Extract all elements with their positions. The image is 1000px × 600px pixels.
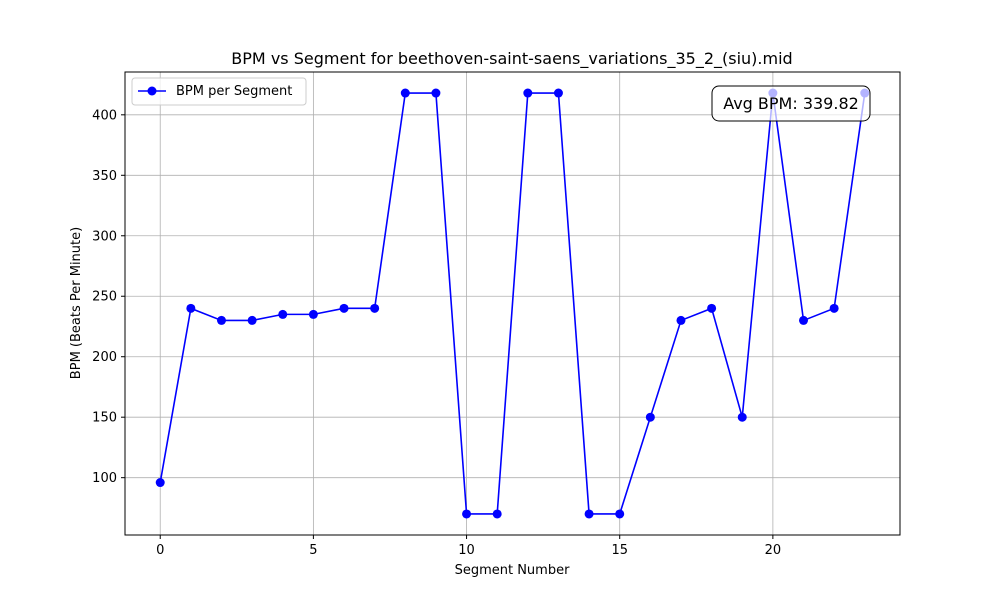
data-point (155, 478, 165, 488)
data-point (615, 509, 625, 519)
data-point (370, 303, 380, 313)
x-tick-label: 15 (611, 543, 628, 558)
data-point (216, 315, 226, 325)
y-tick-label: 150 (92, 411, 117, 426)
plot-frame (124, 71, 901, 536)
data-point (492, 509, 502, 519)
axis-ticks: 0 5 10 15 20 100 150 200 250 300 350 400 (92, 108, 781, 558)
data-point (278, 309, 288, 319)
data-point (431, 88, 441, 98)
legend: BPM per Segment (131, 77, 307, 106)
data-point (339, 303, 349, 313)
x-axis-title: Segment Number (455, 563, 571, 578)
data-point (737, 412, 747, 422)
data-point (308, 309, 318, 319)
data-point (462, 509, 472, 519)
y-tick-label: 350 (92, 169, 117, 184)
y-tick-label: 300 (92, 229, 117, 244)
y-tick-label: 250 (92, 290, 117, 305)
data-point (553, 88, 563, 98)
data-point (584, 509, 594, 519)
x-tick-label: 5 (309, 543, 317, 558)
data-point (676, 315, 686, 325)
x-tick-label: 10 (458, 543, 475, 558)
data-point (186, 303, 196, 313)
annotation-box (711, 85, 871, 122)
series-line (159, 92, 866, 515)
x-tick-label: 20 (765, 543, 782, 558)
data-point (707, 303, 717, 313)
y-tick-label: 200 (92, 350, 117, 365)
avg-bpm-annotation: Avg BPM: 339.82 (711, 85, 871, 122)
legend-box (131, 77, 307, 106)
data-point (829, 303, 839, 313)
grid-lines (125, 72, 900, 535)
legend-label: BPM per Segment (176, 84, 292, 99)
legend-marker-swatch (147, 86, 157, 96)
data-point (247, 315, 257, 325)
data-point (799, 315, 809, 325)
x-tick-label: 0 (156, 543, 164, 558)
y-axis-title: BPM (Beats Per Minute) (69, 227, 84, 379)
data-point (400, 88, 410, 98)
data-point (645, 412, 655, 422)
y-tick-label: 100 (92, 471, 117, 486)
y-tick-label: 400 (92, 108, 117, 123)
annotation-text: Avg BPM: 339.82 (723, 94, 859, 113)
data-point (523, 88, 533, 98)
chart-title: BPM vs Segment for beethoven-saint-saens… (231, 49, 792, 69)
